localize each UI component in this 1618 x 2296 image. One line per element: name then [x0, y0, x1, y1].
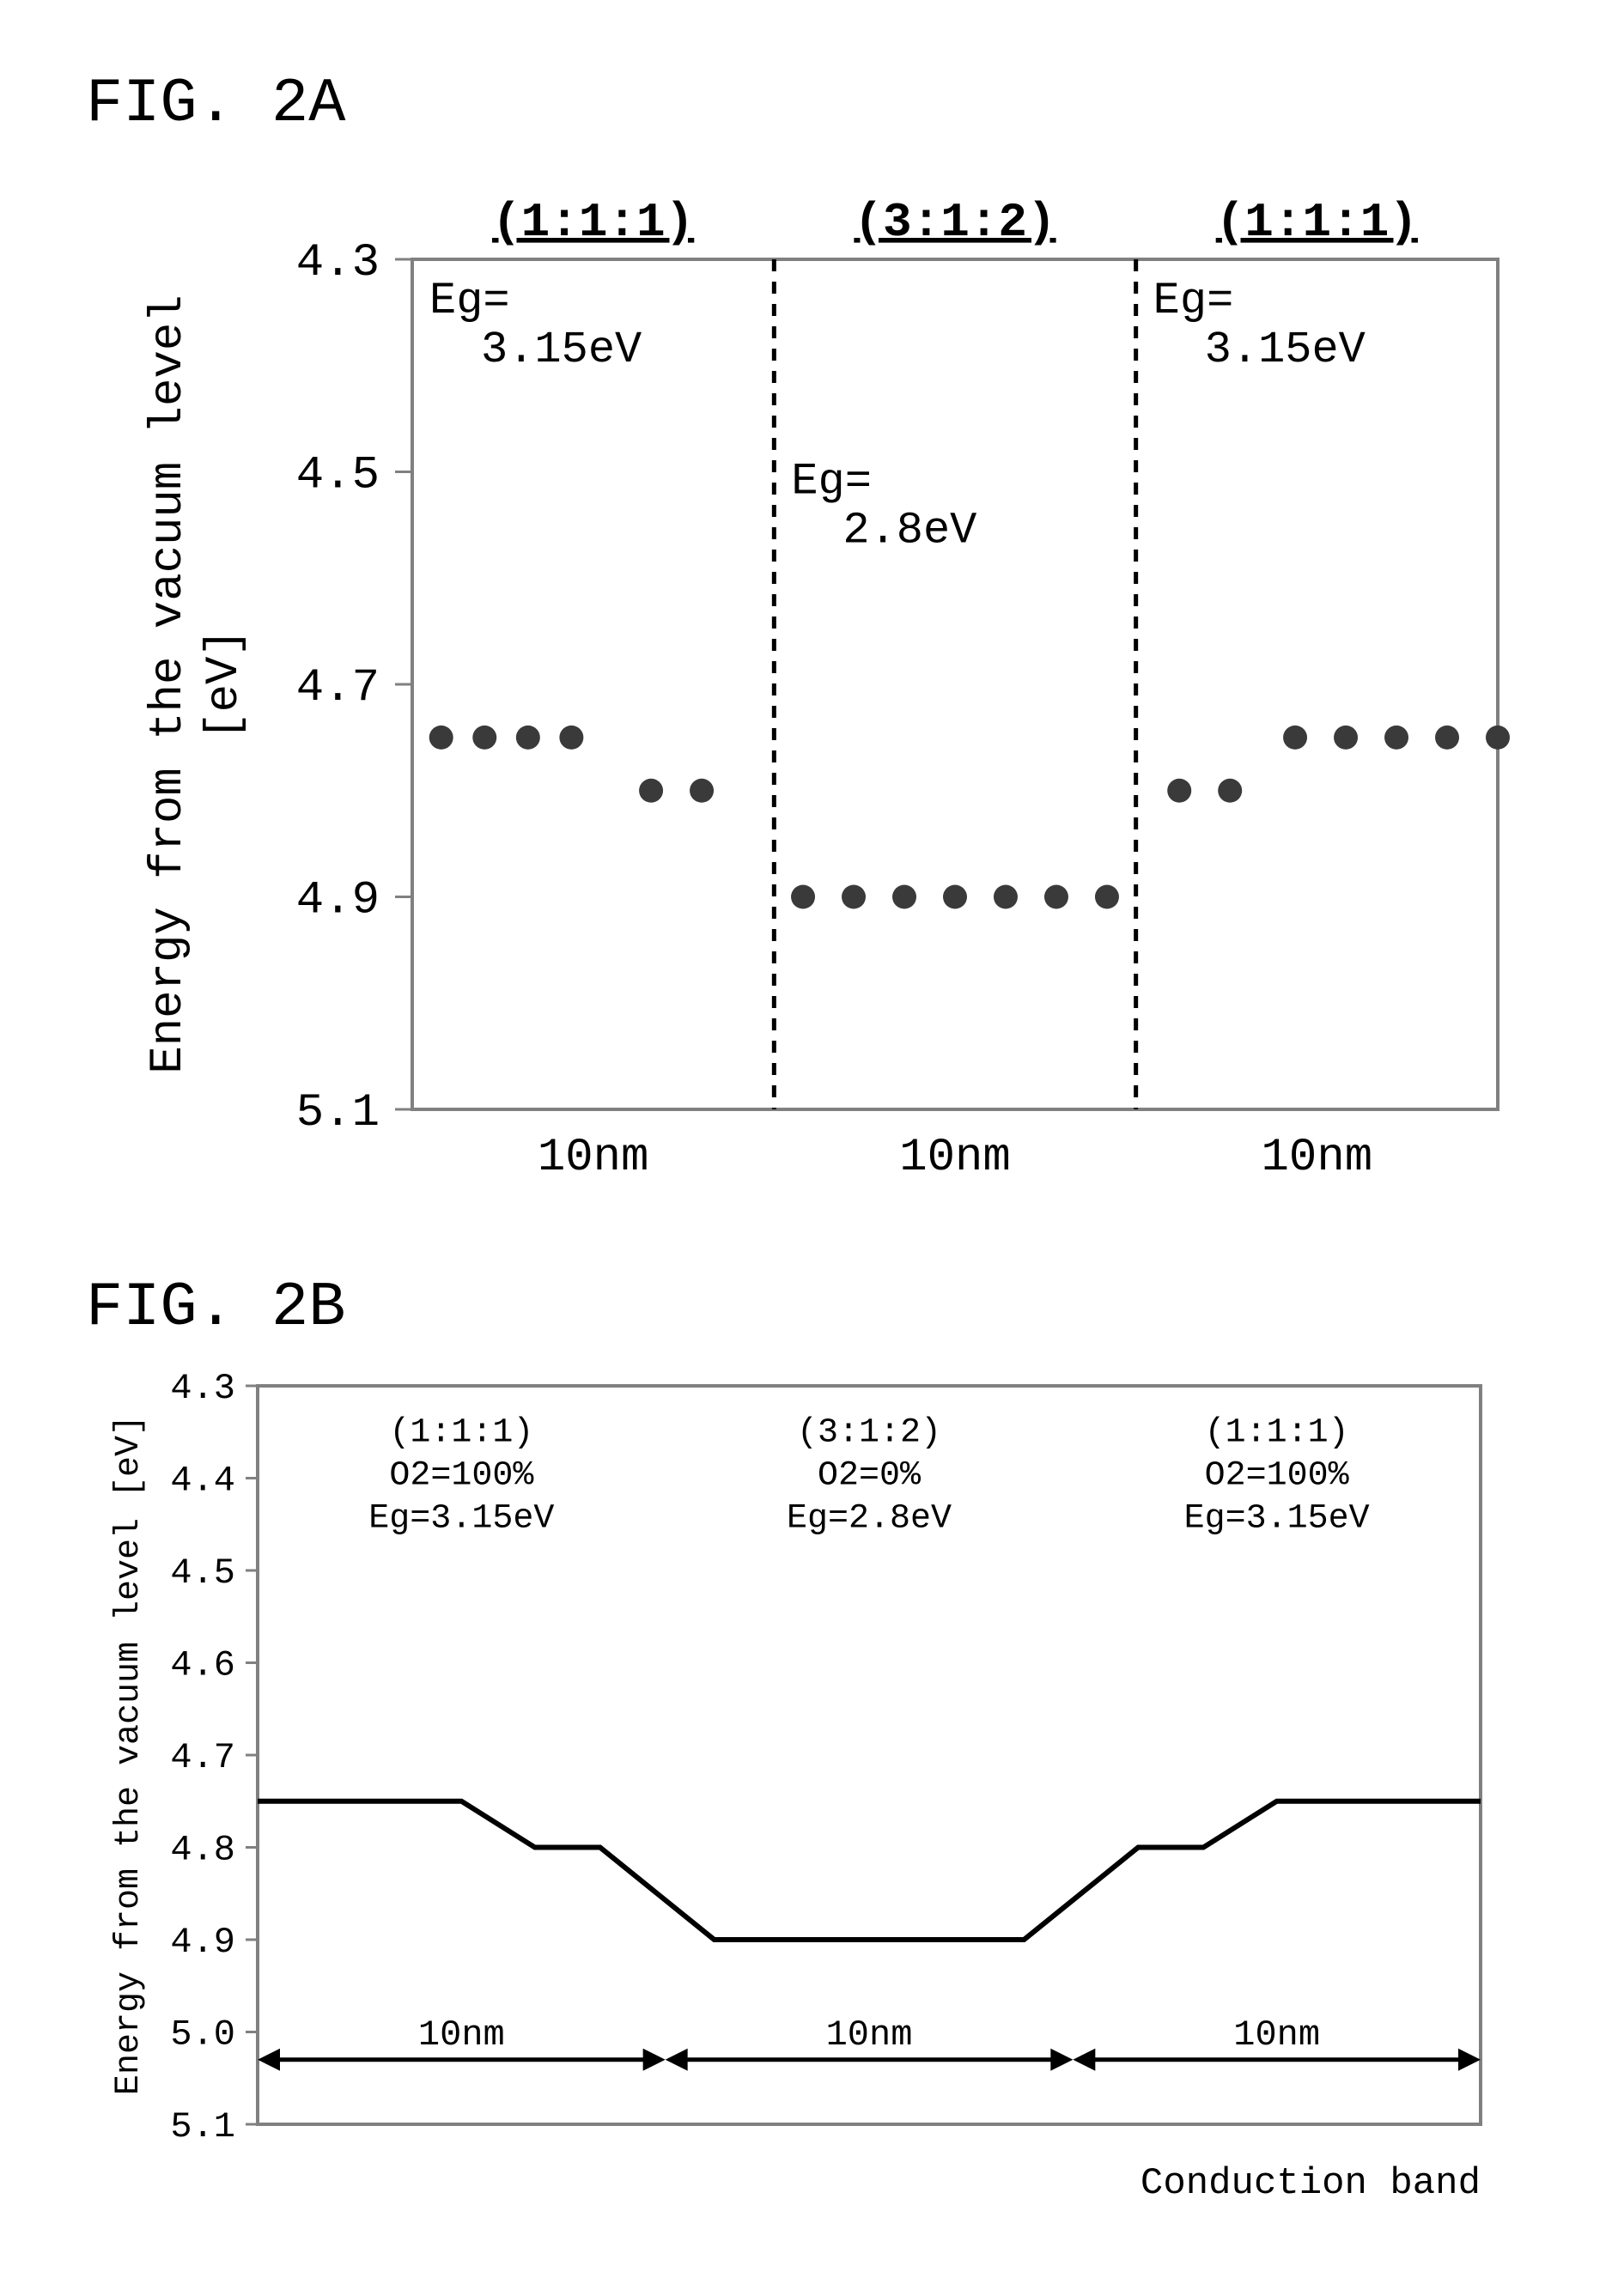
y-axis-label: Energy from the vacuum level[eV]	[143, 295, 251, 1073]
region-top-label: (1:1:1)	[492, 195, 694, 250]
region-eg: Eg=3.15eV	[368, 1500, 554, 1539]
arrowhead-icon	[666, 2049, 688, 2071]
data-point	[943, 885, 967, 909]
data-point	[1218, 779, 1242, 803]
arrowhead-icon	[643, 2049, 666, 2071]
eg-label: Eg=	[1153, 276, 1234, 326]
region-o2: O2=100%	[389, 1457, 534, 1496]
eg-label: 3.15eV	[1205, 325, 1366, 375]
region-ratio: (3:1:2)	[797, 1414, 941, 1453]
ytick-label: 4.7	[170, 1737, 235, 1778]
region-o2: O2=100%	[1205, 1457, 1350, 1496]
region-o2: O2=0%	[818, 1457, 922, 1496]
fig-2a-title: FIG. 2A	[86, 69, 1532, 139]
fig-2b-chart: 4.3 4.4 4.5 4.6 4.7 4.8 4.9 5.0 5.1 Energy from t…	[86, 1360, 1532, 2219]
data-point	[892, 885, 916, 909]
page: FIG. 2A 4.3 4.5 4.7 4.9 5.1 Energy from the v…	[0, 0, 1618, 2296]
fig-2b-title: FIG. 2B	[86, 1273, 1532, 1343]
arrowhead-icon	[1458, 2049, 1481, 2071]
data-point	[1486, 726, 1510, 750]
region-ratio: (1:1:1)	[389, 1414, 533, 1453]
footer-label: Conduction band	[1141, 2162, 1481, 2205]
fig-2a-chart: 4.3 4.5 4.7 4.9 5.1 Energy from the vacuum le…	[86, 156, 1532, 1221]
arrowhead-icon	[258, 2049, 280, 2071]
ytick-label: 4.9	[170, 1922, 235, 1963]
data-point	[1044, 885, 1068, 909]
eg-label: Eg=	[429, 276, 510, 326]
data-point	[791, 885, 815, 909]
region-ratio: (1:1:1)	[1205, 1414, 1349, 1453]
x-section-label: 10nm	[538, 1132, 649, 1184]
ytick-label: 4.4	[170, 1461, 235, 1502]
arrowhead-icon	[1073, 2049, 1095, 2071]
data-point	[842, 885, 866, 909]
ytick-label: 4.7	[296, 662, 380, 714]
ytick-label: 4.8	[170, 1830, 235, 1871]
data-point	[516, 726, 540, 750]
data-point	[1334, 726, 1358, 750]
eg-label: 2.8eV	[842, 505, 976, 556]
x-section-label: 10nm	[826, 2014, 913, 2056]
data-point	[1283, 726, 1307, 750]
region-top-label: (3:1:2)	[854, 195, 1055, 250]
eg-label: 3.15eV	[481, 325, 642, 375]
region-eg: Eg=3.15eV	[1184, 1500, 1370, 1539]
data-point	[690, 779, 714, 803]
region-eg: Eg=2.8eV	[787, 1500, 952, 1539]
ytick-label: 4.3	[296, 237, 380, 289]
region-top-label: (1:1:1)	[1216, 195, 1418, 250]
ytick-label: 4.5	[296, 450, 380, 502]
data-point	[1384, 726, 1408, 750]
x-section-label: 10nm	[418, 2014, 505, 2056]
conduction-band-line	[258, 1801, 1481, 1940]
data-point	[994, 885, 1018, 909]
x-section-label: 10nm	[1262, 1132, 1373, 1184]
eg-label: Eg=	[791, 456, 872, 507]
ytick-label: 4.3	[170, 1368, 235, 1409]
data-point	[429, 726, 453, 750]
data-point	[1095, 885, 1119, 909]
plot-border	[412, 259, 1498, 1109]
data-point	[1167, 779, 1191, 803]
x-section-label: 10nm	[899, 1132, 1011, 1184]
data-point	[559, 726, 583, 750]
ytick-label: 4.9	[296, 875, 380, 927]
y-axis-label: Energy from the vacuum level [eV]	[110, 1415, 149, 2095]
x-section-label: 10nm	[1233, 2014, 1320, 2056]
data-point	[1435, 726, 1459, 750]
ytick-label: 5.0	[170, 2014, 235, 2056]
ytick-label: 4.6	[170, 1645, 235, 1686]
data-point	[639, 779, 663, 803]
data-point	[472, 726, 496, 750]
arrowhead-icon	[1050, 2049, 1073, 2071]
ytick-label: 5.1	[296, 1087, 380, 1139]
ytick-label: 4.5	[170, 1552, 235, 1594]
ytick-label: 5.1	[170, 2106, 235, 2147]
